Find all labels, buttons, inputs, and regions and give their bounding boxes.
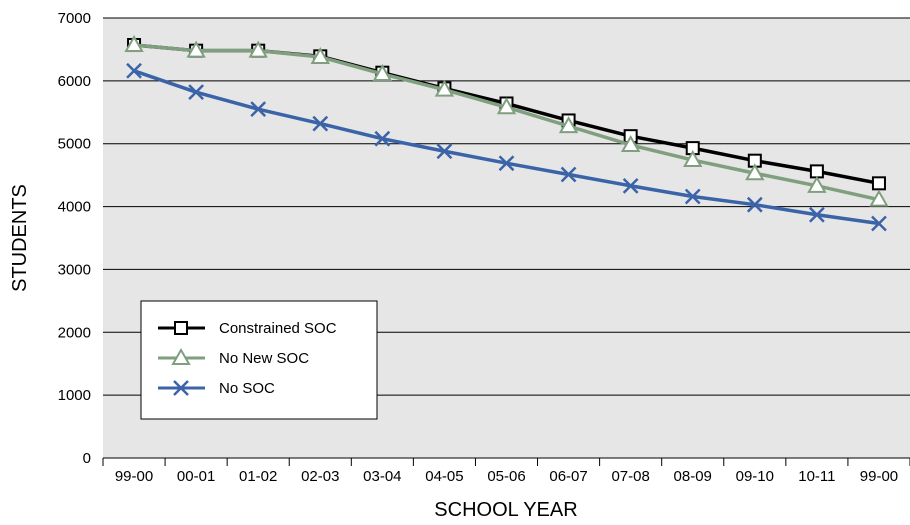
x-tick-label: 07-08 [611, 468, 649, 485]
y-tick-label: 0 [83, 450, 91, 467]
data-point [871, 215, 887, 232]
data-point [558, 116, 579, 134]
legend-label: No SOC [219, 380, 275, 397]
data-point [871, 176, 886, 191]
x-tick-label: 99-00 [115, 468, 153, 485]
data-point [250, 101, 267, 118]
data-point [560, 166, 577, 183]
x-tick-label: 04-05 [425, 468, 463, 485]
data-point [374, 130, 391, 147]
x-tick-label: 02-03 [301, 468, 339, 485]
y-tick-label: 5000 [58, 136, 91, 153]
data-point [498, 155, 515, 172]
data-point [126, 62, 142, 79]
x-tick-label: 03-04 [363, 468, 401, 485]
data-point [186, 40, 206, 58]
data-point [310, 46, 330, 64]
x-tick-label: 00-01 [177, 468, 215, 485]
y-tick-label: 2000 [58, 324, 91, 341]
data-point [746, 196, 763, 213]
y-axis-title: STUDENTS [9, 184, 31, 292]
x-tick-label: 08-09 [674, 468, 712, 485]
x-tick-label: 01-02 [239, 468, 277, 485]
x-tick-label: 09-10 [736, 468, 774, 485]
data-point [496, 97, 517, 115]
data-point [312, 115, 329, 132]
legend-marker [174, 321, 188, 335]
data-point [620, 134, 641, 152]
legend: Constrained SOC No New SOC No SOC [140, 300, 378, 420]
data-point [809, 164, 824, 179]
data-point [807, 175, 827, 193]
series-layer [124, 35, 889, 232]
legend-label: Constrained SOC [219, 320, 337, 337]
data-point [124, 35, 144, 53]
data-point [745, 163, 765, 181]
x-axis-ticks: 99-00 00-01 01-02 02-03 03-04 04-05 05-06 06-07… [102, 458, 910, 485]
data-point [622, 177, 639, 194]
data-point [436, 143, 453, 160]
data-point [434, 79, 455, 97]
data-point [683, 150, 703, 168]
x-axis-title: SCHOOL YEAR [434, 499, 577, 521]
legend-label: No New SOC [219, 350, 309, 367]
x-tick-label: 10-11 [798, 468, 835, 485]
x-tick-label: 05-06 [487, 468, 525, 485]
x-tick-label: 06-07 [549, 468, 587, 485]
y-tick-label: 3000 [58, 261, 91, 278]
data-point [869, 189, 889, 207]
x-tick-label: 99-00 [860, 468, 898, 485]
legend-marker [173, 380, 189, 396]
data-point [372, 63, 393, 81]
data-point [809, 206, 825, 223]
y-tick-label: 1000 [58, 387, 91, 404]
y-tick-label: 6000 [58, 73, 91, 90]
y-axis-ticks: 0 1000 2000 3000 4000 5000 6000 7000 [58, 10, 91, 467]
data-point [188, 84, 204, 101]
data-point [248, 40, 268, 58]
legend-marker [171, 347, 191, 365]
series-2 [126, 62, 887, 232]
y-tick-label: 7000 [58, 10, 91, 27]
series-1 [124, 35, 889, 207]
data-point [684, 188, 701, 205]
y-tick-label: 4000 [58, 199, 91, 216]
